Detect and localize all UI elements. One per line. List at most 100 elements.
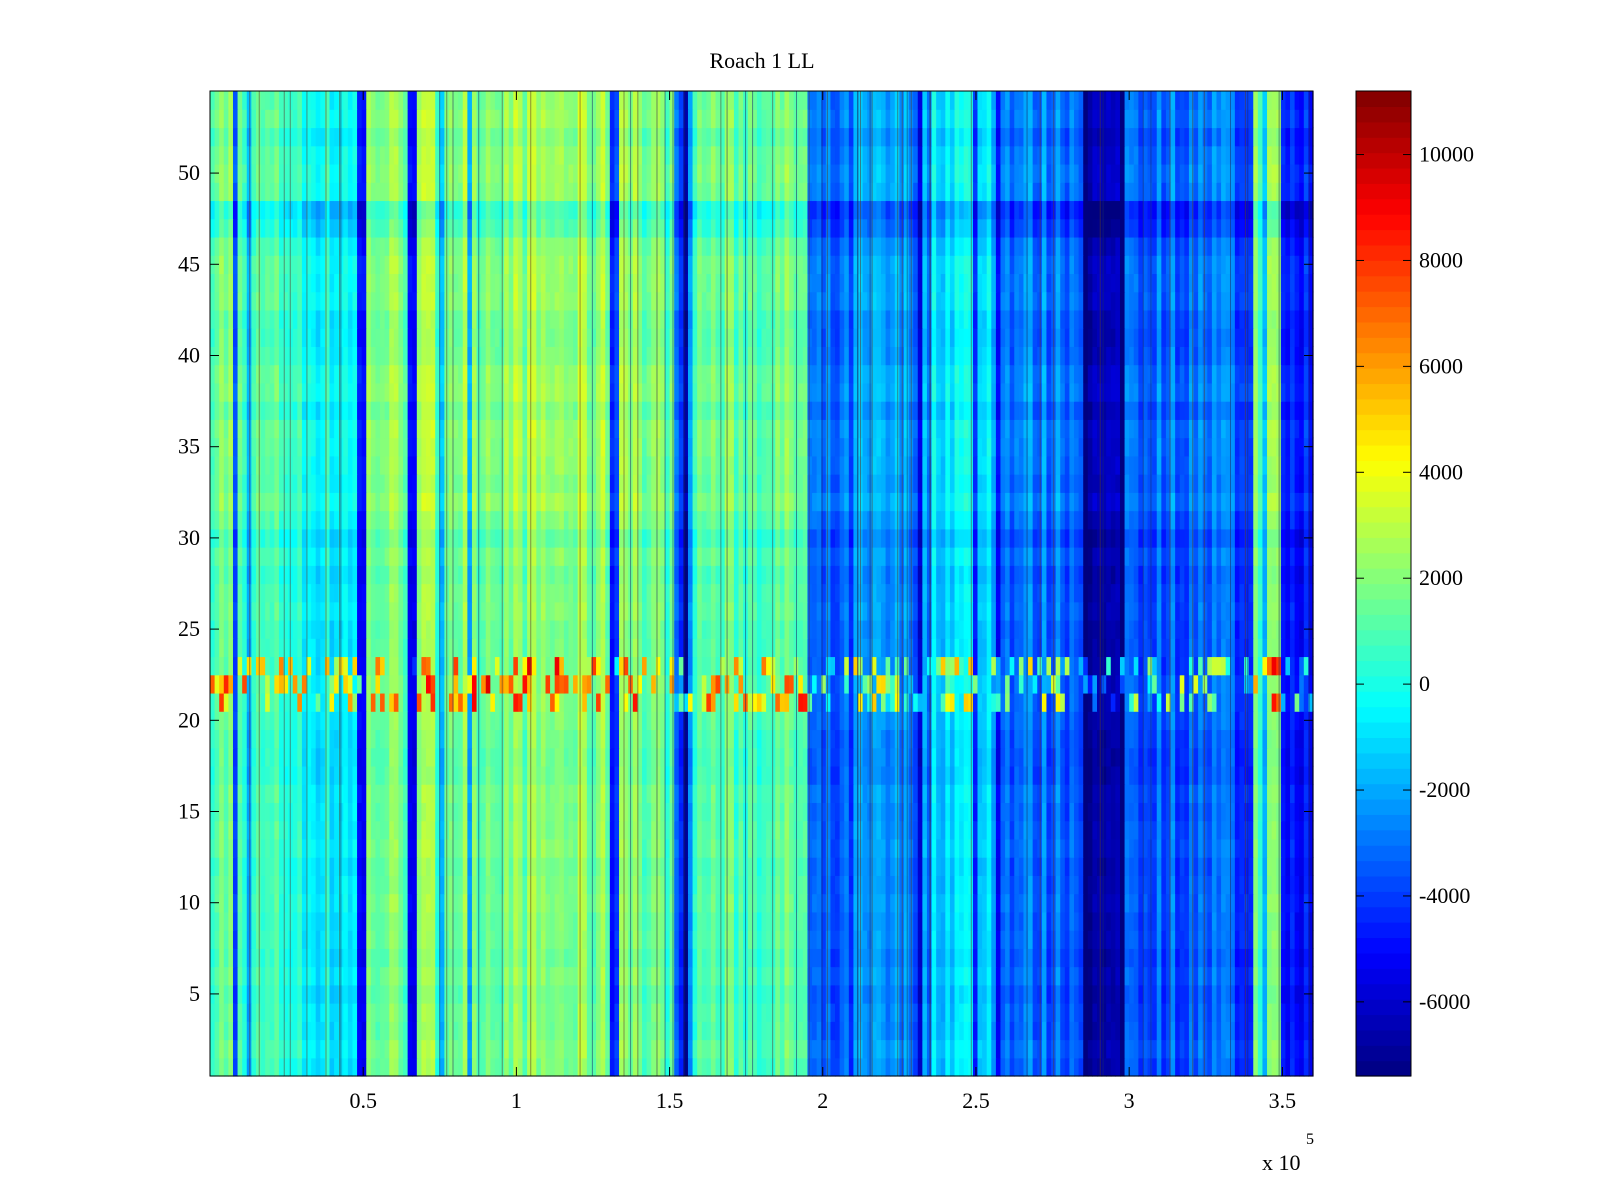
- heatmap-cell: [697, 857, 703, 876]
- heatmap-cell: [1087, 984, 1093, 1004]
- heatmap-cell: [1092, 1057, 1098, 1077]
- heatmap-cell: [1234, 802, 1241, 822]
- heatmap-cell: [600, 765, 606, 785]
- heatmap-cell: [1188, 747, 1195, 767]
- heatmap-cell: [1290, 948, 1296, 968]
- heatmap-cell: [1074, 784, 1080, 803]
- heatmap-cell: [407, 802, 413, 822]
- heatmap-cell: [1083, 1039, 1089, 1059]
- heatmap-cell: [770, 1039, 776, 1059]
- heatmap-cell: [1129, 1003, 1135, 1022]
- heatmap-cell: [329, 692, 335, 712]
- heatmap-cell: [687, 911, 694, 931]
- heatmap-cell: [568, 893, 574, 913]
- heatmap-cell: [802, 1057, 809, 1077]
- heatmap-cell: [504, 784, 510, 803]
- heatmap-cell: [936, 966, 942, 986]
- heatmap-cell: [706, 784, 712, 803]
- heatmap-cell: [1129, 838, 1135, 858]
- heatmap-cell: [614, 1039, 620, 1059]
- heatmap-cell: [1041, 747, 1048, 767]
- heatmap-cell: [678, 1057, 684, 1077]
- heatmap-cell: [890, 747, 896, 767]
- heatmap-cell: [1175, 765, 1181, 785]
- heatmap-cell: [1156, 966, 1162, 986]
- heatmap-cell: [324, 784, 331, 803]
- heatmap-cell: [292, 820, 298, 840]
- heatmap-cell: [995, 729, 1002, 749]
- heatmap-cell: [550, 1039, 556, 1059]
- heatmap-cell: [260, 1003, 266, 1022]
- heatmap-cell: [1165, 930, 1172, 949]
- heatmap-cell: [334, 930, 340, 949]
- heatmap-cell: [871, 1003, 877, 1022]
- heatmap-cell: [701, 857, 707, 876]
- heatmap-cell: [403, 765, 409, 785]
- heatmap-cell: [1129, 875, 1135, 895]
- heatmap-cell: [1230, 893, 1236, 913]
- heatmap-cell: [733, 875, 740, 895]
- heatmap-cell: [959, 820, 965, 840]
- heatmap-cell: [1060, 765, 1066, 785]
- heatmap-cell: [660, 911, 666, 931]
- heatmap-cell: [1124, 875, 1130, 895]
- heatmap-cell: [1216, 729, 1222, 749]
- heatmap-cell: [490, 857, 496, 876]
- heatmap-cell: [1055, 765, 1061, 785]
- heatmap-cell: [1101, 711, 1107, 731]
- heatmap-cell: [315, 911, 321, 931]
- heatmap-cell: [375, 711, 381, 731]
- heatmap-cell: [320, 765, 326, 785]
- heatmap-cell: [485, 784, 491, 803]
- heatmap-cell: [839, 875, 845, 895]
- heatmap-cell: [674, 948, 680, 968]
- heatmap-cell: [839, 911, 845, 931]
- heatmap-cell: [1028, 930, 1034, 949]
- heatmap-cell: [582, 948, 588, 968]
- heatmap-cell: [848, 711, 855, 731]
- heatmap-cell: [972, 747, 979, 767]
- heatmap-cell: [343, 729, 349, 749]
- heatmap-cell: [563, 729, 570, 749]
- heatmap-cell: [545, 857, 551, 876]
- heatmap-cell: [1230, 711, 1236, 731]
- heatmap-cell: [1303, 838, 1310, 858]
- heatmap-cell: [412, 911, 418, 931]
- heatmap-cell: [1023, 875, 1029, 895]
- heatmap-cell: [1156, 893, 1162, 913]
- heatmap-cell: [1092, 984, 1098, 1004]
- heatmap-cell: [1000, 692, 1006, 712]
- heatmap-cell: [586, 875, 593, 895]
- heatmap-cell: [1161, 820, 1167, 840]
- heatmap-cell: [642, 729, 648, 749]
- heatmap-cell: [922, 784, 928, 803]
- heatmap-cell: [490, 820, 496, 840]
- heatmap-cell: [880, 1003, 887, 1022]
- heatmap-cell: [1202, 784, 1208, 803]
- heatmap-cell: [568, 747, 574, 767]
- heatmap-cell: [508, 948, 514, 968]
- heatmap-cell: [1271, 838, 1277, 858]
- heatmap-cell: [605, 1057, 611, 1077]
- heatmap-cell: [738, 893, 744, 913]
- heatmap-cell: [1202, 729, 1208, 749]
- heatmap-cell: [747, 747, 753, 767]
- heatmap-cell: [1115, 820, 1121, 840]
- heatmap-cell: [380, 820, 386, 840]
- heatmap-cell: [269, 1039, 275, 1059]
- heatmap-cell: [853, 838, 859, 858]
- heatmap-cell: [614, 765, 620, 785]
- heatmap-cell: [389, 802, 395, 822]
- heatmap-cell: [1009, 948, 1015, 968]
- heatmap-cell: [963, 1057, 969, 1077]
- heatmap-cell: [692, 911, 698, 931]
- heatmap-cell: [982, 838, 988, 858]
- heatmap-cell: [292, 1039, 298, 1059]
- heatmap-cell: [255, 930, 262, 949]
- heatmap-cell: [669, 893, 675, 913]
- heatmap-cell: [770, 729, 776, 749]
- heatmap-cell: [1041, 911, 1048, 931]
- heatmap-cell: [1078, 692, 1084, 712]
- heatmap-cell: [522, 692, 528, 712]
- heatmap-cell: [251, 747, 257, 767]
